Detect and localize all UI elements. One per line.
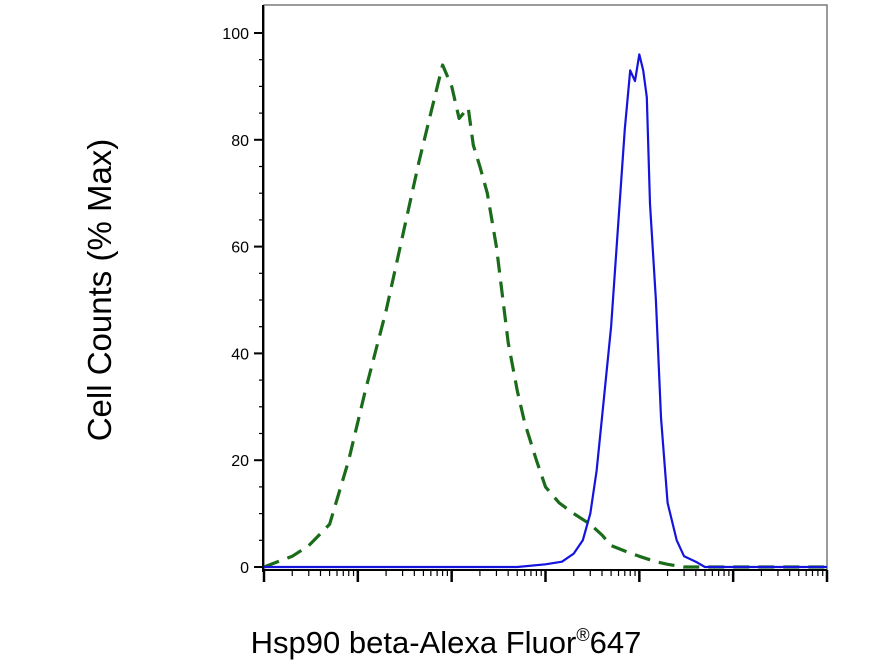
- x-axis: [262, 569, 829, 582]
- y-tick-label: 40: [231, 346, 249, 363]
- y-tick-label: 20: [231, 453, 249, 470]
- y-tick-label: 80: [231, 133, 249, 150]
- y-tick-label: 60: [231, 240, 249, 257]
- y-tick-label: 0: [240, 560, 249, 577]
- x-axis-label: Hsp90 beta-Alexa Fluor®647: [250, 625, 642, 660]
- y-axis: 0 20 40 60 80 100: [222, 5, 264, 577]
- y-tick-label: 100: [222, 26, 249, 43]
- series-layer: [263, 53, 827, 569]
- series-line-dashed-green: [263, 63, 827, 569]
- series-line-solid-blue: [264, 53, 827, 569]
